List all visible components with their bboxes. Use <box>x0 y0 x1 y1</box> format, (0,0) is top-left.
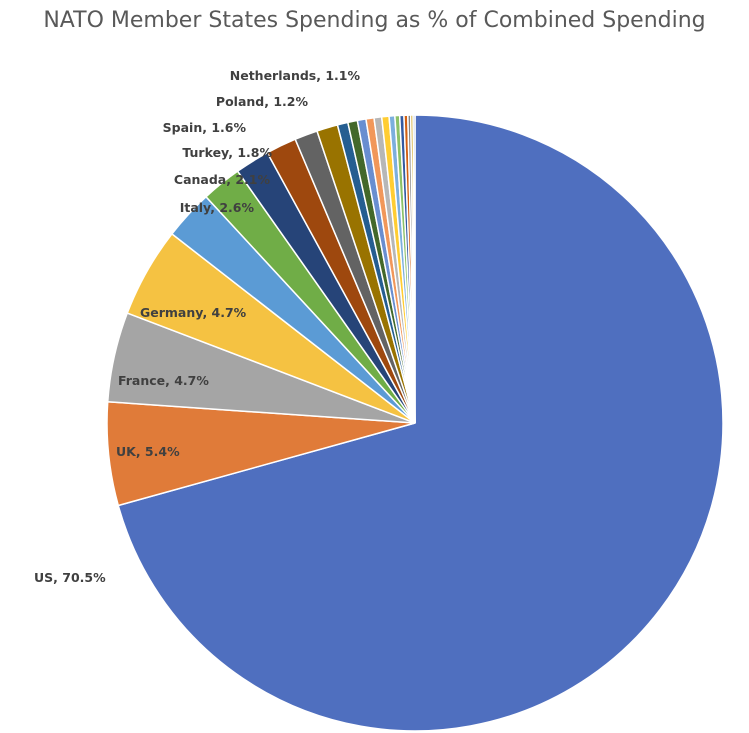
pie-slice-22 <box>412 114 416 424</box>
pie-slice-us <box>117 114 724 732</box>
data-label-uk: UK, 5.4% <box>116 444 180 459</box>
data-label-poland: Poland, 1.2% <box>216 94 309 109</box>
pie-slices <box>106 114 724 732</box>
data-label-netherlands: Netherlands, 1.1% <box>230 68 361 83</box>
data-label-italy: Italy, 2.6% <box>180 200 255 215</box>
data-label-turkey: Turkey, 1.8% <box>182 145 272 160</box>
data-label-us: US, 70.5% <box>34 570 106 585</box>
data-label-canada: Canada, 2.1% <box>174 172 271 187</box>
chart-title: NATO Member States Spending as % of Comb… <box>43 8 706 33</box>
pie-labels: US, 70.5% UK, 5.4% France, 4.7% Germany, 4.… <box>34 68 360 585</box>
data-label-spain: Spain, 1.6% <box>163 120 247 135</box>
data-label-germany: Germany, 4.7% <box>140 305 247 320</box>
data-label-france: France, 4.7% <box>118 373 209 388</box>
